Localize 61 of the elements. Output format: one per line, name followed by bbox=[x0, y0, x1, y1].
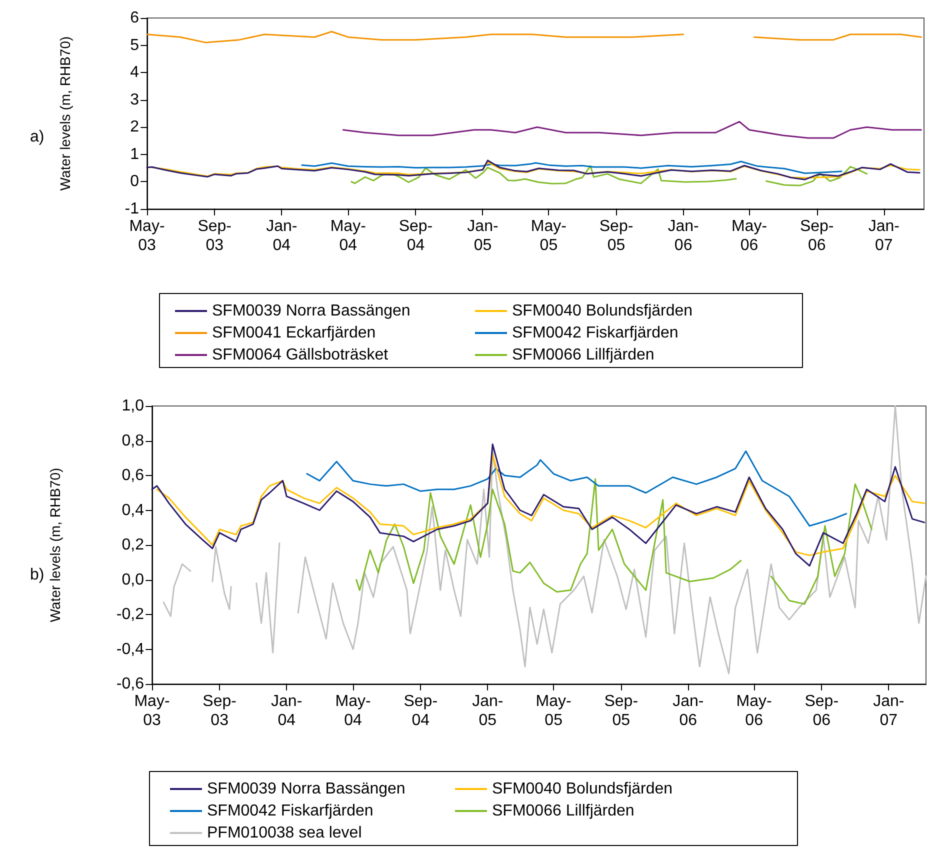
y-axis-title: Water levels (m, RHB70) bbox=[47, 468, 63, 622]
x-tick-label: Jan-06 bbox=[668, 218, 699, 254]
y-tick-label: 0,2 bbox=[122, 536, 144, 554]
line-series bbox=[342, 120, 922, 139]
y-tick-label: 0,8 bbox=[122, 432, 144, 450]
x-tick-label: Jan-05 bbox=[472, 693, 504, 729]
line-series bbox=[151, 443, 926, 567]
legend-label: SFM0064 Gällsboträsket bbox=[212, 346, 389, 364]
line-series bbox=[301, 160, 842, 174]
y-tick-label: 0,6 bbox=[122, 467, 144, 484]
y-tick-label: 1 bbox=[130, 146, 140, 163]
legend-label: SFM0066 Lillfjärden bbox=[492, 802, 634, 820]
x-tick-label: May-03 bbox=[129, 218, 165, 254]
legend-label: SFM0042 Fiskarfjärden bbox=[512, 324, 678, 342]
y-tick-label: -0,4 bbox=[116, 640, 144, 658]
x-tick-label: Sep-06 bbox=[804, 693, 839, 729]
y-tick-label: 1,0 bbox=[122, 398, 144, 414]
y-tick-label: 0,4 bbox=[122, 502, 144, 519]
text: a) bbox=[30, 128, 44, 146]
x-tick-label: Sep-03 bbox=[202, 693, 236, 729]
y-tick-label: 3 bbox=[130, 91, 140, 108]
y-tick-label: 2 bbox=[130, 118, 140, 136]
x-tick-label: Sep-04 bbox=[398, 218, 433, 254]
y-tick-label: 6 bbox=[130, 10, 140, 26]
x-tick-label: Sep-05 bbox=[604, 693, 638, 729]
x-tick-label: May-03 bbox=[134, 693, 170, 729]
y-axis-title: Water levels (m, RHB70) bbox=[57, 36, 73, 191]
y-tick-label: 0 bbox=[130, 173, 140, 190]
legend-label: SFM0039 Norra Bassängen bbox=[207, 780, 406, 798]
legend-label: SFM0041 Eckarfjärden bbox=[212, 324, 376, 342]
line-series bbox=[306, 450, 848, 527]
x-tick-label: Sep-03 bbox=[198, 218, 232, 254]
x-tick-label: Jan-05 bbox=[467, 218, 498, 254]
x-tick-label: Sep-05 bbox=[599, 218, 634, 254]
x-tick-label: May-05 bbox=[530, 218, 566, 254]
x-tick-label: Sep-04 bbox=[404, 693, 438, 729]
x-tick-label: Jan-07 bbox=[868, 218, 900, 254]
x-tick-label: May-04 bbox=[330, 218, 366, 254]
y-tick-label: 4 bbox=[130, 64, 140, 82]
text: b) bbox=[30, 566, 44, 584]
y-tick-label: 5 bbox=[130, 36, 140, 54]
x-tick-label: May-04 bbox=[335, 693, 371, 729]
x-tick-label: May-06 bbox=[731, 218, 768, 254]
y-tick-label: -0,6 bbox=[116, 676, 144, 692]
x-tick-label: May-05 bbox=[536, 693, 572, 729]
y-tick-label: -0,2 bbox=[116, 606, 144, 623]
legend-label: SFM0042 Fiskarfjärden bbox=[207, 802, 374, 820]
x-tick-label: Sep-06 bbox=[800, 218, 834, 254]
y-tick-label: 0,0 bbox=[122, 571, 144, 588]
x-tick-label: Jan-06 bbox=[672, 693, 704, 729]
legend-label: PFM010038 sea level bbox=[207, 824, 362, 842]
legend-label: SFM0040 Bolundsfjärden bbox=[492, 780, 673, 798]
x-tick-label: Jan-07 bbox=[873, 693, 904, 729]
legend-label: SFM0066 Lillfjärden bbox=[512, 346, 654, 364]
line-series bbox=[156, 454, 926, 556]
y-tick-label: -1 bbox=[124, 200, 140, 218]
x-tick-label: Jan-04 bbox=[266, 218, 298, 254]
x-tick-label: May-06 bbox=[736, 693, 772, 729]
legend-label: SFM0039 Norra Bassängen bbox=[212, 302, 410, 320]
legend-label: SFM0040 Bolundsfjärden bbox=[512, 302, 693, 320]
x-tick-label: Jan-04 bbox=[271, 693, 302, 729]
